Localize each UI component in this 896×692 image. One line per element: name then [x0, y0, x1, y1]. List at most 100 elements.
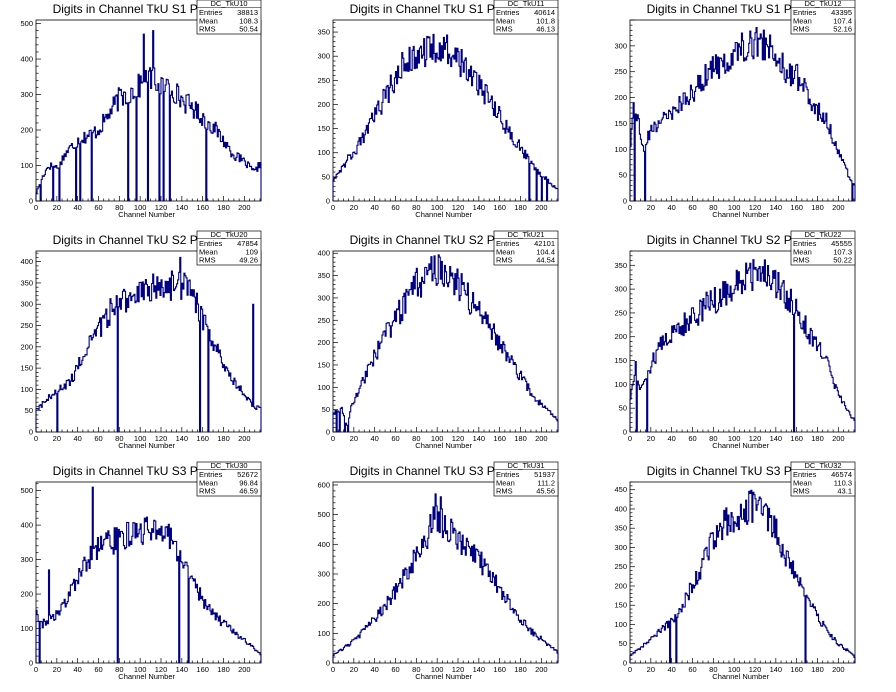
x-tick-label: 60 — [688, 434, 696, 443]
stats-mean-label: Mean — [199, 16, 218, 25]
x-tick-label: 40 — [73, 434, 81, 443]
y-tick-label: 450 — [614, 485, 627, 494]
x-tick-label: 20 — [647, 434, 655, 443]
x-tick-label: 80 — [115, 203, 123, 212]
x-tick-label: 200 — [238, 665, 251, 674]
stats-mean-value: 101.8 — [536, 16, 555, 25]
y-tick-label: 50 — [322, 405, 330, 414]
x-tick-label: 180 — [514, 665, 527, 674]
y-tick-label: 200 — [614, 581, 627, 590]
histogram-svg: Digits in Channel TkU S1 P2 0 20 40 60 80 100 1… — [614, 0, 856, 219]
x-tick-label: 120 — [749, 203, 762, 212]
plot-title: Digits in Channel TkU S3 P1 — [350, 464, 502, 478]
y-tick-label: 100 — [20, 161, 33, 170]
y-tick-label: 100 — [614, 620, 627, 629]
x-tick-label: 160 — [196, 665, 209, 674]
y-tick-label: 100 — [614, 380, 627, 389]
y-tick-label: 50 — [619, 639, 627, 648]
histogram-svg: Digits in Channel TkU S2 P1 0 20 40 60 80 100 1… — [317, 230, 559, 450]
y-tick-label: 600 — [317, 480, 330, 489]
stats-entries-value: 52672 — [237, 470, 258, 479]
histogram-line — [629, 489, 856, 664]
x-tick-label: 200 — [832, 434, 845, 443]
y-tick-label: 400 — [317, 249, 330, 258]
stats-rms-label: RMS — [793, 25, 810, 34]
x-tick-label: 60 — [94, 665, 102, 674]
x-axis-label: Channel Number — [712, 210, 769, 219]
x-axis-label: Channel Number — [712, 441, 769, 450]
x-tick-label: 160 — [196, 203, 209, 212]
x-tick-label: 0 — [628, 203, 632, 212]
x-tick-label: 40 — [370, 203, 378, 212]
plot-frame — [332, 250, 559, 433]
y-tick-label: 300 — [20, 300, 33, 309]
x-tick-label: 40 — [667, 665, 675, 674]
y-tick-label: 100 — [20, 385, 33, 394]
x-tick-label: 140 — [770, 434, 783, 443]
stats-entries-value: 43395 — [831, 8, 852, 17]
x-tick-label: 120 — [749, 434, 762, 443]
y-tick-label: 400 — [20, 257, 33, 266]
plot-title: Digits in Channel TkU S2 P2 — [647, 233, 799, 247]
x-tick-label: 80 — [115, 434, 123, 443]
x-tick-label: 120 — [749, 665, 762, 674]
x-tick-label: 80 — [412, 434, 420, 443]
stats-rms-label: RMS — [199, 25, 216, 34]
x-tick-label: 40 — [370, 665, 378, 674]
histogram-svg: Digits in Channel TkU S2 P0 0 20 40 60 80 100 1… — [20, 230, 262, 450]
y-tick-label: 500 — [317, 510, 330, 519]
x-tick-label: 0 — [628, 665, 632, 674]
stats-rms-label: RMS — [496, 256, 513, 265]
x-tick-label: 20 — [350, 203, 358, 212]
histogram-line — [629, 259, 856, 433]
y-tick-label: 250 — [614, 562, 627, 571]
y-tick-label: 200 — [20, 342, 33, 351]
stats-name: DC_TkU22 — [804, 230, 841, 239]
stats-entries-value: 45555 — [831, 239, 852, 248]
x-tick-label: 0 — [34, 665, 38, 674]
histogram-line — [629, 27, 856, 202]
y-tick-label: 50 — [619, 404, 627, 413]
y-tick-label: 150 — [614, 119, 627, 128]
x-tick-label: 140 — [473, 434, 486, 443]
plot-frame — [35, 250, 262, 433]
y-tick-label: 300 — [20, 555, 33, 564]
x-tick-label: 20 — [53, 203, 61, 212]
y-tick-label: 100 — [614, 145, 627, 154]
y-tick-label: 200 — [317, 599, 330, 608]
x-tick-label: 200 — [832, 203, 845, 212]
x-tick-label: 40 — [73, 203, 81, 212]
x-tick-label: 20 — [350, 434, 358, 443]
plot-frame — [332, 19, 559, 202]
y-tick-label: 250 — [614, 308, 627, 317]
stats-entries-label: Entries — [199, 8, 223, 17]
stats-entries-label: Entries — [496, 239, 520, 248]
x-tick-label: 100 — [134, 434, 147, 443]
stats-rms-value: 43.1 — [837, 487, 852, 496]
histogram-svg: Digits in Channel TkU S1 P1 0 20 40 60 80 100 1… — [317, 0, 559, 219]
plot-frame — [35, 481, 262, 664]
y-tick-label: 400 — [20, 521, 33, 530]
stats-mean-value: 110.3 — [834, 478, 852, 487]
histogram-line — [332, 254, 559, 433]
y-tick-label: 100 — [317, 629, 330, 638]
x-tick-label: 180 — [217, 434, 230, 443]
x-tick-label: 100 — [134, 203, 147, 212]
x-tick-label: 20 — [53, 665, 61, 674]
x-tick-label: 200 — [535, 434, 548, 443]
y-tick-label: 400 — [614, 504, 627, 513]
y-tick-label: 150 — [317, 360, 330, 369]
stats-rms-label: RMS — [199, 256, 216, 265]
plot-title: Digits in Channel TkU S2 P0 — [53, 233, 205, 247]
x-tick-label: 0 — [331, 434, 335, 443]
stats-mean-label: Mean — [793, 478, 812, 487]
histogram-svg: Digits in Channel TkU S2 P2 0 20 40 60 80 100 1… — [614, 230, 856, 450]
x-tick-label: 120 — [452, 665, 465, 674]
x-tick-label: 20 — [647, 665, 655, 674]
x-tick-label: 200 — [535, 203, 548, 212]
x-tick-label: 80 — [709, 434, 717, 443]
x-axis-label: Channel Number — [712, 672, 769, 681]
x-tick-label: 20 — [350, 665, 358, 674]
stats-rms-value: 46.59 — [239, 487, 258, 496]
